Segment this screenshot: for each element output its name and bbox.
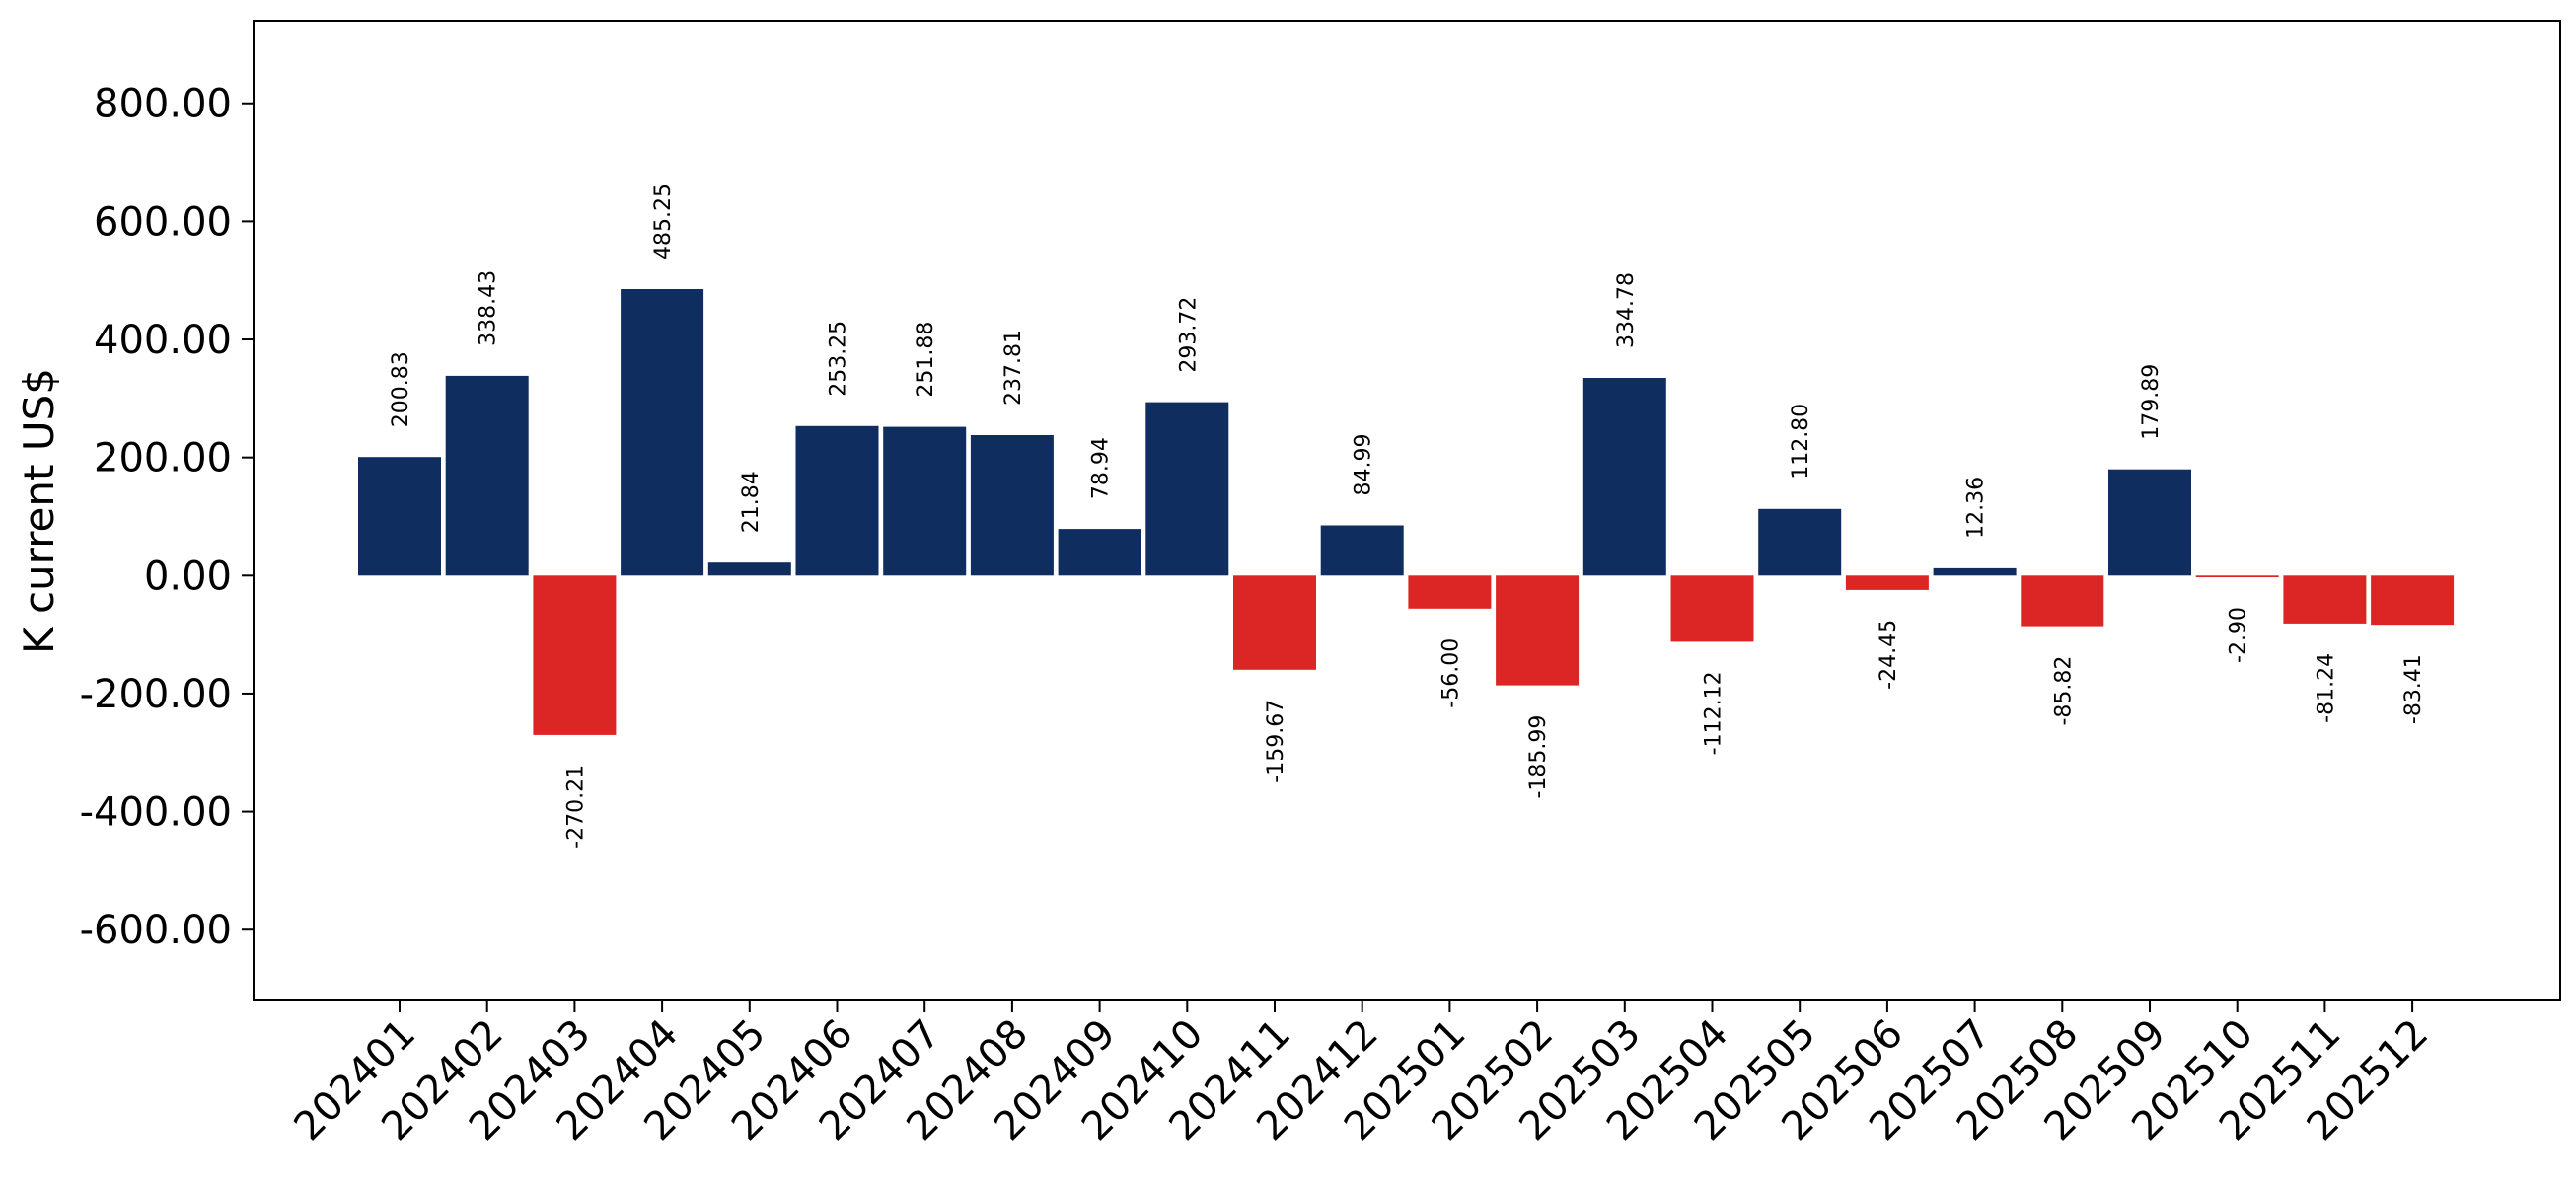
data-label-202511: -81.24 xyxy=(2314,653,2338,723)
y-tick-label-400.00: 400.00 xyxy=(94,318,232,363)
bar-202407 xyxy=(883,426,967,576)
data-label-202507: 12.36 xyxy=(1964,477,1989,539)
data-label-202504: -112.12 xyxy=(1702,671,1727,755)
data-label-202411: -159.67 xyxy=(1264,700,1288,783)
bar-202504 xyxy=(1670,575,1754,642)
bar-202508 xyxy=(2021,575,2104,627)
bar-202512 xyxy=(2371,575,2455,626)
data-label-202412: 84.99 xyxy=(1352,434,1376,496)
data-label-202408: 237.81 xyxy=(1001,330,1026,406)
y-tick-label-0.00: 0.00 xyxy=(144,554,232,599)
data-label-202509: 179.89 xyxy=(2139,364,2164,440)
bar-202408 xyxy=(970,435,1054,576)
data-label-202501: -56.00 xyxy=(1438,638,1463,708)
data-label-202405: 21.84 xyxy=(739,471,764,533)
bar-202510 xyxy=(2195,575,2279,577)
bar-202505 xyxy=(1758,508,1842,576)
bar-202406 xyxy=(795,425,879,576)
bar-202412 xyxy=(1320,525,1404,576)
plot-frame xyxy=(253,20,2561,1001)
bar-202410 xyxy=(1145,402,1229,576)
bar-202502 xyxy=(1496,575,1580,686)
data-label-202407: 251.88 xyxy=(914,322,938,398)
data-labels-layer: 200.83 338.43 -270.21 485.25 21.84 253.25 251.… xyxy=(389,184,2426,849)
bar-202409 xyxy=(1058,529,1141,576)
data-label-202510: -2.90 xyxy=(2227,607,2251,663)
bar-202507 xyxy=(1933,567,2017,576)
data-label-202406: 253.25 xyxy=(827,321,851,397)
data-label-202503: 334.78 xyxy=(1614,272,1639,348)
data-label-202506: -24.45 xyxy=(1877,620,1901,690)
data-label-202409: 78.94 xyxy=(1089,437,1114,499)
data-label-202508: -85.82 xyxy=(2051,656,2076,726)
y-axis-label: K current US$ xyxy=(15,368,63,654)
bars-layer xyxy=(358,289,2455,735)
data-label-202402: 338.43 xyxy=(477,270,501,346)
bar-202403 xyxy=(533,575,617,735)
data-label-202505: 112.80 xyxy=(1789,404,1813,480)
y-tick-label-200.00: 200.00 xyxy=(94,436,232,481)
y-tick-label--200.00: -200.00 xyxy=(80,672,232,717)
y-tick-label-800.00: 800.00 xyxy=(94,82,232,127)
bar-202404 xyxy=(621,289,704,576)
y-axis: -600.00 -400.00 -200.00 0.00 200.00 400.00 600… xyxy=(80,82,254,953)
data-label-202403: -270.21 xyxy=(563,765,588,849)
data-label-202404: 485.25 xyxy=(651,184,676,259)
y-tick-label--400.00: -400.00 xyxy=(80,790,232,836)
bar-202501 xyxy=(1408,575,1492,609)
y-tick-label--600.00: -600.00 xyxy=(80,908,232,953)
data-label-202401: 200.83 xyxy=(389,351,413,427)
bar-202506 xyxy=(1845,575,1929,590)
data-label-202512: -83.41 xyxy=(2401,654,2426,724)
x-axis: 2024012024022024032024042024052024062024… xyxy=(286,1000,2437,1149)
data-label-202410: 293.72 xyxy=(1176,297,1201,373)
bar-202503 xyxy=(1582,378,1666,576)
bar-202401 xyxy=(358,457,441,576)
bar-202411 xyxy=(1233,575,1316,670)
y-tick-label-600.00: 600.00 xyxy=(94,199,232,245)
bar-202402 xyxy=(445,375,529,576)
data-label-202502: -185.99 xyxy=(1526,715,1551,799)
bar-202511 xyxy=(2283,575,2367,624)
bar-202405 xyxy=(707,562,791,576)
bar-202509 xyxy=(2108,469,2191,576)
